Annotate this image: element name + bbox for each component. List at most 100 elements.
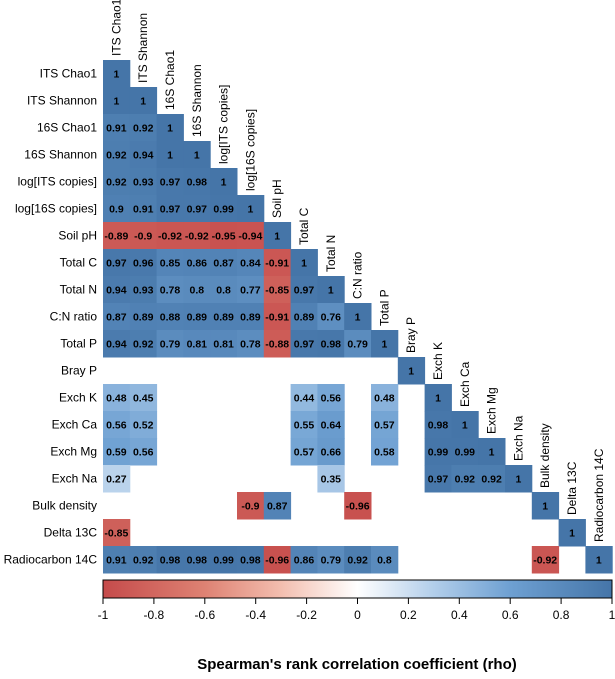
cell-value-label: 0.45	[133, 393, 154, 405]
cell-value-label: 1	[140, 96, 146, 108]
heatmap-cell	[263, 492, 292, 520]
cell-value-label: 1	[221, 177, 227, 189]
heatmap-cell	[156, 222, 184, 250]
column-label: 16S Chao1	[163, 50, 177, 110]
row-label: Exch K	[59, 391, 97, 405]
heatmap-cell	[129, 195, 158, 223]
colorbar-tick-label: -0.4	[245, 608, 266, 622]
cell-value-label: 1	[328, 285, 334, 297]
cell-value-label: 0.8	[189, 285, 204, 297]
heatmap-cell	[424, 384, 452, 412]
cell-value-label: 0.98	[240, 555, 261, 567]
cell-value-label: 0.79	[347, 339, 368, 351]
cell-value-label: 0.97	[160, 177, 181, 189]
column-label: Exch K	[431, 342, 445, 380]
cell-value-label: 1	[247, 204, 253, 216]
heatmap-cell	[103, 546, 131, 574]
row-label: Exch Mg	[50, 445, 97, 459]
row-label: Radiocarbon 14C	[4, 553, 98, 567]
cell-value-label: 0.93	[133, 177, 154, 189]
heatmap-cell	[129, 249, 158, 277]
heatmap-cell	[103, 60, 131, 88]
cell-value-label: 0.99	[455, 447, 476, 459]
heatmap-cell	[129, 384, 158, 412]
cell-value-label: 0.9	[109, 204, 124, 216]
cell-value-label: 1	[167, 150, 173, 162]
heatmap-cell	[263, 222, 292, 250]
cell-value-label: 0.58	[374, 447, 395, 459]
cell-value-label: 0.85	[160, 258, 181, 270]
heatmap-cell	[103, 519, 131, 547]
heatmap-cell	[237, 276, 265, 304]
column-label: ITS Chao1	[109, 0, 123, 56]
cell-value-label: -0.96	[265, 555, 289, 567]
heatmap-cell	[263, 303, 292, 331]
heatmap-cell	[344, 303, 372, 331]
heatmap-cell	[451, 438, 479, 466]
cell-value-label: 0.27	[106, 474, 127, 486]
cell-value-label: 0.55	[294, 420, 315, 432]
heatmap-cells: 11 10.91 0.92 10.92 0.94 1 10.92 0.93 0.97 0.98 10…	[103, 60, 613, 574]
heatmap-cell	[451, 411, 479, 439]
row-label: Bray P	[61, 364, 97, 378]
heatmap-cell	[263, 330, 292, 358]
cell-value-label: 0.97	[294, 285, 315, 297]
column-label: ITS Shannon	[136, 13, 150, 83]
colorbar-tick-label: 0.8	[553, 608, 570, 622]
column-label: Bray P	[404, 317, 418, 353]
column-label: Exch Na	[511, 415, 525, 461]
heatmap-cell	[183, 330, 211, 358]
row-label: C:N ratio	[50, 310, 98, 324]
cell-value-label: -0.85	[265, 285, 289, 297]
colorbar-tick-label: -1	[98, 608, 109, 622]
cell-value-label: -0.85	[104, 528, 128, 540]
heatmap-cell	[237, 492, 265, 520]
cell-value-label: 0.98	[187, 177, 208, 189]
cell-value-label: 0.98	[187, 555, 208, 567]
heatmap-cell	[424, 465, 452, 493]
heatmap-cell	[210, 195, 238, 223]
heatmap-cell	[210, 249, 238, 277]
cell-value-label: 0.78	[240, 339, 261, 351]
cell-value-label: 0.52	[133, 420, 154, 432]
cell-value-label: 0.91	[133, 204, 154, 216]
cell-value-label: 0.97	[106, 258, 127, 270]
heatmap-cell	[478, 465, 506, 493]
cell-value-label: 1	[408, 366, 414, 378]
heatmap-cell	[317, 438, 345, 466]
row-label: Total P	[60, 337, 97, 351]
cell-value-label: 0.94	[106, 285, 127, 297]
heatmap-cell	[129, 546, 158, 574]
cell-value-label: 0.87	[213, 258, 234, 270]
cell-value-label: 1	[435, 393, 441, 405]
colorbar-bar	[102, 579, 613, 599]
cell-value-label: 0.56	[321, 393, 342, 405]
cell-value-label: 0.92	[133, 555, 154, 567]
cell-value-label: 1	[274, 231, 280, 243]
heatmap-cell	[183, 303, 211, 331]
heatmap-cell	[156, 195, 184, 223]
cell-value-label: -0.9	[134, 231, 152, 243]
row-label: ITS Shannon	[27, 94, 97, 108]
cell-value-label: 1	[167, 123, 173, 135]
cell-value-label: 0.87	[106, 312, 127, 324]
column-label: Total C	[297, 207, 311, 245]
cell-value-label: -0.94	[238, 231, 262, 243]
heatmap-cell	[317, 303, 345, 331]
cell-value-label: -0.96	[346, 501, 370, 513]
heatmap-cell	[317, 411, 345, 439]
cell-value-label: 0.66	[321, 447, 342, 459]
cell-value-label: 0.98	[321, 339, 342, 351]
cell-value-label: 0.8	[377, 555, 392, 567]
heatmap-cell	[129, 276, 158, 304]
cell-value-label: 1	[113, 96, 119, 108]
row-label: Exch Ca	[52, 418, 98, 432]
heatmap-cell	[129, 168, 158, 196]
heatmap-cell	[183, 276, 211, 304]
heatmap-cell	[103, 276, 131, 304]
cell-value-label: 0.92	[133, 339, 154, 351]
cell-value-label: 0.91	[106, 123, 127, 135]
cell-value-label: 0.94	[106, 339, 127, 351]
colorbar-tick-label: 0.6	[502, 608, 519, 622]
